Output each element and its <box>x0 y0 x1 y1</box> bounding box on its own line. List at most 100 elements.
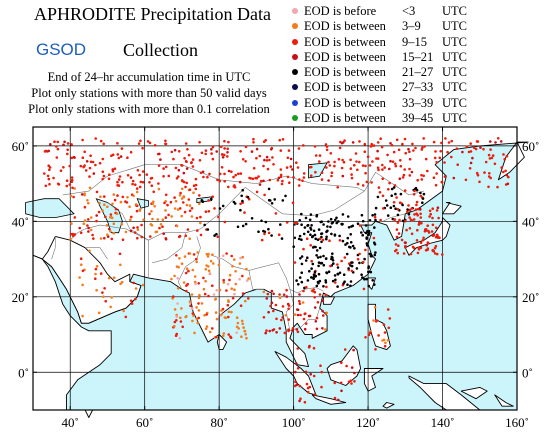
station-marker <box>334 278 337 282</box>
station-marker <box>194 183 198 187</box>
station-marker <box>196 229 199 232</box>
station-marker <box>109 305 112 309</box>
station-marker <box>353 371 356 375</box>
station-marker <box>409 252 413 256</box>
station-marker <box>224 316 228 320</box>
station-marker <box>241 292 245 295</box>
station-marker <box>302 144 305 147</box>
station-marker <box>229 336 233 340</box>
station-marker <box>68 164 71 168</box>
legend-marker <box>292 8 298 14</box>
station-marker <box>221 254 225 257</box>
station-marker <box>215 289 218 292</box>
station-marker <box>469 150 473 153</box>
station-marker <box>320 370 324 374</box>
station-marker <box>341 239 345 243</box>
country-border <box>211 255 324 294</box>
station-marker <box>313 306 317 309</box>
station-marker <box>338 234 341 238</box>
station-marker <box>472 146 476 149</box>
station-marker <box>214 298 217 301</box>
station-marker <box>396 221 400 224</box>
station-marker <box>413 189 416 193</box>
station-marker <box>299 397 302 401</box>
station-marker <box>401 219 405 223</box>
station-marker <box>219 145 223 149</box>
station-marker <box>313 296 317 299</box>
station-marker <box>349 158 352 162</box>
station-marker <box>235 331 238 334</box>
station-marker <box>216 178 219 182</box>
station-marker <box>276 178 280 182</box>
station-marker <box>408 157 412 161</box>
station-marker <box>295 279 298 282</box>
station-marker <box>329 225 332 229</box>
station-marker <box>213 207 216 210</box>
station-marker <box>389 206 393 209</box>
station-marker <box>119 263 122 267</box>
station-marker <box>281 305 285 308</box>
country-border <box>107 202 149 278</box>
station-marker <box>89 228 93 232</box>
legend-prefix: EOD is between <box>304 65 386 80</box>
station-marker <box>217 215 220 219</box>
station-marker <box>298 276 302 279</box>
station-marker <box>68 183 72 186</box>
station-marker <box>137 142 141 145</box>
station-marker <box>332 262 335 265</box>
station-marker <box>314 170 317 174</box>
station-marker <box>199 215 202 219</box>
station-marker <box>288 181 291 184</box>
station-marker <box>362 287 366 291</box>
station-marker <box>420 221 423 225</box>
station-marker <box>204 152 207 156</box>
station-marker <box>209 259 213 263</box>
station-marker <box>302 176 306 179</box>
station-marker <box>188 209 192 213</box>
station-marker <box>240 335 243 339</box>
station-marker <box>394 162 397 166</box>
legend-prefix: EOD is between <box>304 34 386 49</box>
country-border <box>152 232 186 264</box>
station-marker <box>387 326 391 330</box>
legend-unit: UTC <box>442 80 467 95</box>
station-marker <box>87 226 90 230</box>
station-marker <box>47 164 50 167</box>
station-marker <box>180 197 184 200</box>
station-marker <box>404 244 407 248</box>
station-marker <box>438 236 441 239</box>
station-marker <box>217 257 220 260</box>
station-marker <box>148 141 152 145</box>
station-marker <box>327 160 330 164</box>
station-marker <box>373 306 377 309</box>
station-marker <box>321 309 324 313</box>
station-marker <box>434 226 438 230</box>
station-marker <box>370 142 374 146</box>
station-marker <box>103 236 106 240</box>
station-marker <box>491 154 495 157</box>
legend-marker <box>292 69 298 76</box>
legend-prefix: EOD is between <box>304 95 386 110</box>
station-marker <box>336 263 339 266</box>
station-marker <box>246 279 249 282</box>
station-marker <box>56 140 60 144</box>
station-marker <box>201 170 205 174</box>
station-marker <box>356 168 359 172</box>
station-marker <box>200 302 204 305</box>
station-marker <box>112 193 116 196</box>
station-marker <box>106 233 109 236</box>
station-marker <box>265 297 269 300</box>
station-marker <box>204 267 208 271</box>
station-marker <box>166 203 169 207</box>
station-marker <box>392 186 396 189</box>
station-marker <box>188 237 191 240</box>
station-marker <box>360 273 363 277</box>
station-marker <box>216 235 219 239</box>
station-marker <box>291 329 294 332</box>
station-marker <box>124 230 128 234</box>
station-marker <box>325 166 328 169</box>
station-marker <box>423 145 427 148</box>
station-marker <box>346 236 350 240</box>
station-marker <box>304 322 308 325</box>
station-marker <box>329 152 333 155</box>
